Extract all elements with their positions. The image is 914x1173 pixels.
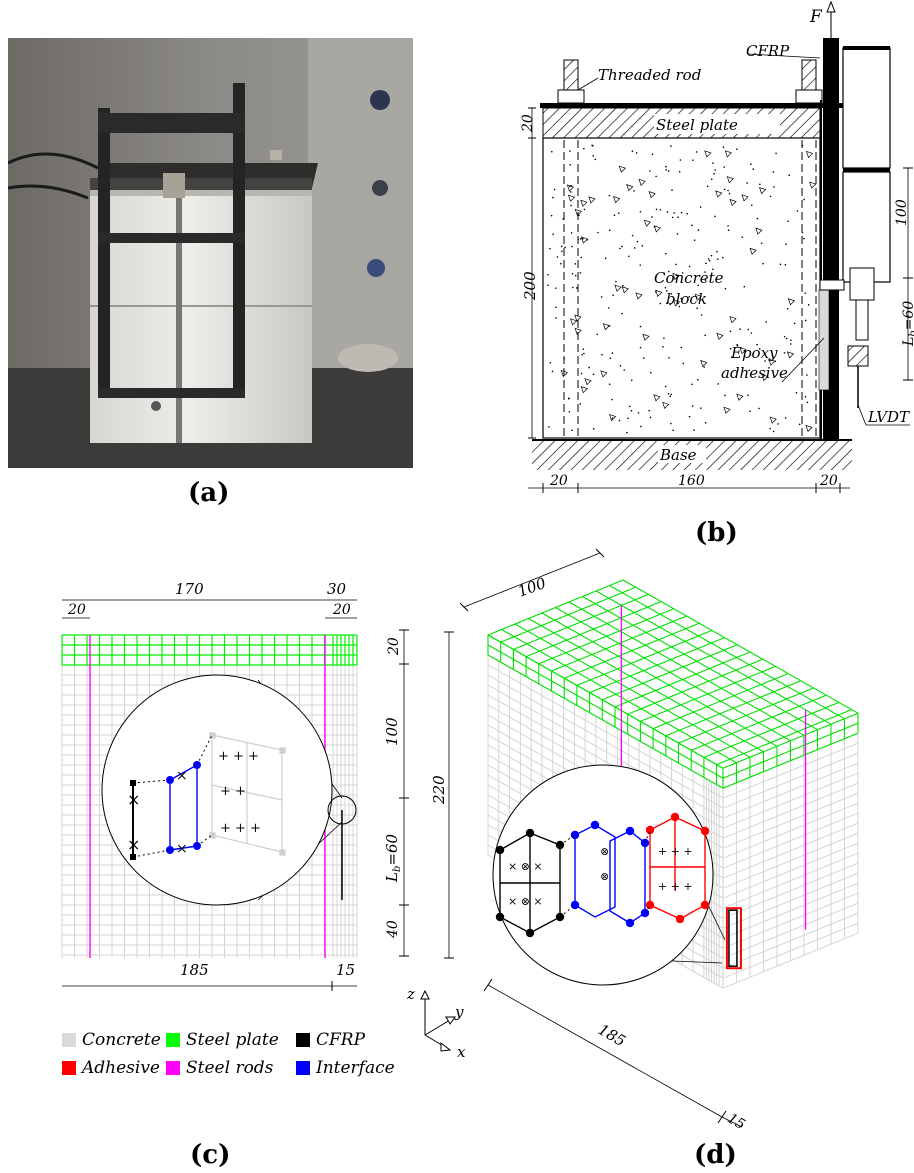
dim-left: 20	[549, 473, 568, 489]
legend-label: Adhesive	[82, 1058, 160, 1078]
c-vertical-dims: 20 100 Lb=60 40 220	[383, 629, 454, 959]
svg-text:+ + +: + + +	[220, 821, 261, 836]
svg-text:× ⊗ ×: × ⊗ ×	[508, 860, 543, 873]
c-dim-15: 15	[336, 961, 355, 979]
legend-item: Interface	[296, 1058, 400, 1078]
svg-text:+ + +: + + +	[218, 749, 259, 764]
legend: Concrete Steel plate CFRP Adhesive Steel rod…	[62, 1030, 402, 1078]
axis-x: x	[457, 1043, 466, 1060]
d-dim-185: 185	[595, 1020, 629, 1050]
legend-item: Steel rods	[166, 1058, 296, 1078]
fe-mesh-2d: 170 30 20 20 185 15 × × × × + + +	[61, 580, 358, 991]
axis-y: y	[454, 1003, 464, 1021]
epoxy-label-2: adhesive	[721, 364, 788, 382]
fe-mesh-3d: 100 185 15 × ⊗ × × ⊗ × ⊗ ⊗ + + + + + +	[460, 548, 859, 1133]
dim-center: 160	[678, 473, 705, 489]
c-dim-vbond: Lb=60	[383, 834, 403, 883]
legend-swatch	[166, 1061, 180, 1075]
legend-label: Interface	[316, 1058, 395, 1078]
c-dim-v40: 40	[385, 920, 401, 939]
dim-top-free: 100	[894, 199, 910, 226]
concrete-element-detail: + + + + + + + +	[209, 732, 286, 856]
concrete-label-2: block	[666, 290, 707, 308]
3d-adhesive-element-detail: + + + + + +	[645, 812, 710, 924]
dim-block-height: 200	[521, 271, 539, 301]
svg-text:×: ×	[127, 835, 140, 854]
c-dim-v100: 100	[383, 717, 401, 746]
legend-label: CFRP	[316, 1030, 366, 1050]
dim-bond-length: Lb=60	[901, 301, 914, 347]
dim-right: 20	[819, 473, 838, 489]
threaded-rod-label: Threaded rod	[598, 66, 701, 84]
svg-text:×: ×	[176, 768, 188, 784]
caption-d: (d)	[694, 1140, 737, 1170]
legend-item: Concrete	[62, 1030, 166, 1050]
c-dim-30: 30	[327, 580, 347, 598]
legend-item: Steel plate	[166, 1030, 296, 1050]
legend-swatch	[296, 1061, 310, 1075]
axis-z: z	[406, 985, 415, 1003]
steel-plate-label: Steel plate	[656, 116, 738, 134]
c-dim-20-right: 20	[332, 602, 351, 618]
base-label: Base	[659, 446, 697, 464]
legend-swatch	[296, 1033, 310, 1047]
epoxy-label-1: Epoxy	[730, 344, 778, 362]
svg-text:+ +: + +	[220, 784, 246, 799]
specimen-photo	[8, 38, 413, 468]
setup-schematic: F CFRP Threaded rod Steel plate Concrete…	[520, 0, 914, 493]
svg-text:+ + +: + + +	[658, 845, 693, 858]
svg-text:×: ×	[127, 790, 140, 809]
c-dim-v20: 20	[386, 637, 402, 656]
axis-triad: z y x	[406, 985, 466, 1060]
svg-text:× ⊗ ×: × ⊗ ×	[508, 895, 543, 908]
legend-label: Concrete	[82, 1030, 161, 1050]
force-label: F	[809, 7, 823, 27]
legend-item: Adhesive	[62, 1058, 166, 1078]
c-dim-170: 170	[175, 580, 204, 598]
svg-text:×: ×	[176, 841, 188, 857]
d-dim-220: 220	[430, 775, 448, 805]
interface-element-detail: × ×	[166, 761, 201, 857]
caption-c: (c)	[190, 1140, 231, 1170]
legend-swatch	[166, 1033, 180, 1047]
legend-swatch	[62, 1033, 76, 1047]
lvdt-label: LVDT	[867, 408, 910, 426]
c-dim-20-left: 20	[67, 602, 86, 618]
legend-label: Steel plate	[186, 1030, 279, 1050]
legend-swatch	[62, 1061, 76, 1075]
d-dim-15: 15	[724, 1110, 748, 1133]
concrete-label-1: Concrete	[654, 269, 724, 287]
cfrp-label: CFRP	[746, 42, 790, 60]
svg-text:⊗: ⊗	[600, 870, 609, 883]
caption-a: (a)	[188, 478, 230, 508]
dim-plate: 20	[520, 114, 536, 133]
caption-b: (b)	[695, 518, 738, 548]
svg-text:⊗: ⊗	[600, 845, 609, 858]
legend-label: Steel rods	[186, 1058, 274, 1078]
d-dim-100: 100	[515, 574, 548, 601]
svg-text:+ + +: + + +	[658, 880, 693, 893]
legend-item: CFRP	[296, 1030, 400, 1050]
c-dim-185: 185	[180, 961, 209, 979]
